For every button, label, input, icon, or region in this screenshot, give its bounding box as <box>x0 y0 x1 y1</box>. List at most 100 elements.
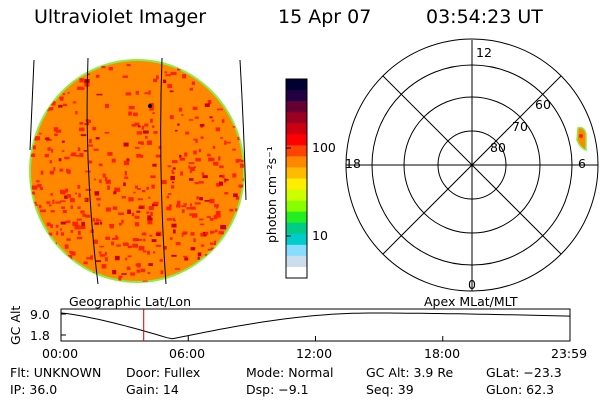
emission-speckle <box>147 215 152 219</box>
emission-speckle <box>199 197 203 201</box>
emission-speckle <box>39 132 42 135</box>
emission-speckle <box>209 242 214 245</box>
emission-speckle <box>155 244 162 247</box>
emission-speckle <box>128 197 134 202</box>
emission-speckle <box>142 280 148 282</box>
emission-speckle <box>147 272 151 274</box>
apex-caption: Apex MLat/MLT <box>424 294 518 309</box>
emission-speckle <box>30 279 34 282</box>
emission-speckle <box>30 153 36 157</box>
emission-speckle <box>155 232 161 236</box>
emission-speckle <box>88 144 94 147</box>
emission-speckle <box>240 159 244 163</box>
emission-speckle <box>226 274 232 279</box>
emission-speckle <box>59 189 64 194</box>
emission-speckle <box>118 212 125 216</box>
emission-speckle <box>169 90 174 93</box>
emission-speckle <box>112 206 118 210</box>
emission-speckle <box>192 106 198 110</box>
emission-speckle <box>134 215 140 219</box>
emission-speckle <box>39 268 43 271</box>
emission-speckle <box>209 273 214 278</box>
emission-speckle <box>78 193 81 198</box>
emission-speckle <box>61 264 67 267</box>
colorbar-swatch <box>286 156 307 168</box>
emission-speckle <box>234 239 241 244</box>
emission-speckle <box>235 196 240 200</box>
emission-speckle <box>148 263 153 267</box>
emission-speckle <box>131 123 137 127</box>
colorbar-tick-10: 10 <box>312 228 328 243</box>
emission-speckle <box>227 97 232 101</box>
emission-speckle <box>49 204 52 207</box>
emission-speckle <box>238 158 242 162</box>
emission-speckle <box>139 283 144 287</box>
emission-speckle <box>85 188 92 191</box>
grid-marker-icon <box>148 104 152 108</box>
emission-speckle <box>151 239 157 243</box>
gc-alt-axis-label: GC Alt <box>8 305 23 345</box>
emission-speckle <box>210 247 215 250</box>
emission-speckle <box>66 194 72 198</box>
emission-speckle <box>85 214 91 218</box>
emission-speckle <box>206 74 209 80</box>
emission-speckle <box>80 134 87 137</box>
emission-speckle <box>82 270 86 273</box>
emission-speckle <box>34 246 41 250</box>
emission-speckle <box>215 206 218 209</box>
emission-speckle <box>49 160 52 164</box>
emission-speckle <box>114 255 120 261</box>
emission-speckle <box>143 238 146 242</box>
emission-speckle <box>75 111 78 115</box>
emission-speckle <box>116 244 121 247</box>
emission-speckle <box>58 104 63 108</box>
time-label: 03:54:23 UT <box>426 6 543 28</box>
emission-speckle <box>77 230 81 236</box>
emission-speckle <box>38 221 42 224</box>
alt-tick-1-8: 1.8 <box>30 328 50 343</box>
emission-speckle <box>207 248 212 251</box>
emission-speckle <box>219 272 226 277</box>
lat-label-80: 80 <box>490 140 506 155</box>
colorbar-swatch <box>286 255 307 268</box>
emission-speckle <box>199 123 205 127</box>
emission-speckle <box>235 159 240 163</box>
emission-speckle <box>171 254 177 257</box>
emission-speckle <box>67 91 70 94</box>
colorbar-swatch <box>286 266 307 279</box>
emission-speckle <box>189 178 194 181</box>
emission-speckle <box>144 92 149 95</box>
time-tick-0600: 06:00 <box>169 346 206 361</box>
emission-speckle <box>96 260 102 263</box>
emission-speckle <box>199 282 203 285</box>
emission-speckle <box>172 217 175 221</box>
emission-speckle <box>196 196 199 200</box>
time-tick-1200: 12:00 <box>296 346 333 361</box>
emission-speckle <box>99 254 106 257</box>
emission-speckle <box>176 204 181 208</box>
emission-speckle <box>176 200 181 206</box>
emission-speckle <box>72 101 77 104</box>
emission-speckle <box>97 203 100 207</box>
emission-speckle <box>85 170 91 173</box>
emission-speckle <box>107 152 113 156</box>
emission-speckle <box>42 234 49 239</box>
gain-status: Gain: 14 <box>126 382 179 397</box>
emission-speckle <box>66 60 72 64</box>
emission-speckle <box>133 191 136 194</box>
time-tick-1800: 18:00 <box>424 346 461 361</box>
emission-speckle <box>61 150 65 152</box>
emission-speckle <box>224 244 229 247</box>
emission-speckle <box>232 275 238 278</box>
emission-speckle <box>150 118 153 123</box>
emission-speckle <box>61 206 66 209</box>
emission-speckle <box>48 97 54 102</box>
emission-speckle <box>36 136 41 141</box>
emission-speckle <box>46 261 49 263</box>
emission-speckle <box>83 150 87 152</box>
colorbar-swatch <box>286 211 307 224</box>
emission-speckle <box>220 137 224 139</box>
emission-speckle <box>84 198 88 201</box>
emission-speckle <box>65 220 71 224</box>
colorbar-swatch <box>286 79 307 91</box>
